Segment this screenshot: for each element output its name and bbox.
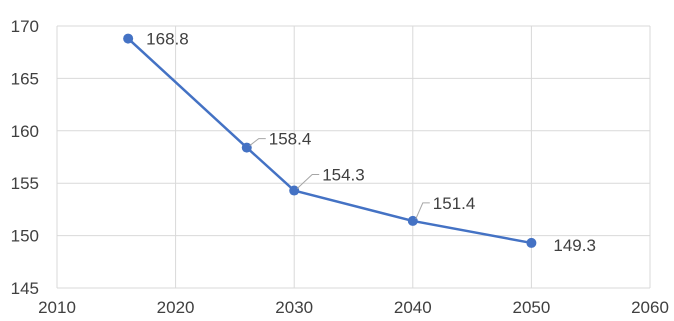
x-tick-label: 2030 — [275, 298, 313, 317]
data-point — [526, 237, 537, 248]
data-label: 149.3 — [553, 236, 596, 255]
data-label: 168.8 — [146, 30, 189, 49]
x-tick-label: 2040 — [394, 298, 432, 317]
x-axis-ticks: 2010 2020 2030 2040 2050 2060 — [38, 298, 669, 317]
x-tick-label: 2060 — [631, 298, 669, 317]
data-label: 154.3 — [322, 166, 365, 185]
data-label-leader — [415, 202, 430, 220]
x-tick-label: 2050 — [512, 298, 550, 317]
gridlines — [56, 25, 651, 289]
x-tick-label: 2020 — [157, 298, 195, 317]
data-label: 158.4 — [269, 130, 312, 149]
data-label: 151.4 — [433, 194, 476, 213]
y-tick-label: 150 — [11, 227, 39, 246]
data-labels: 168.8 158.4 154.3 151.4 149.3 — [146, 30, 596, 255]
y-axis-ticks: 145 150 155 160 165 170 — [11, 17, 39, 298]
y-tick-label: 145 — [11, 279, 39, 298]
y-tick-label: 160 — [11, 122, 39, 141]
data-label-leader — [296, 174, 320, 189]
x-tick-label: 2010 — [38, 298, 76, 317]
data-point — [123, 33, 134, 44]
data-points — [123, 33, 537, 248]
data-point — [289, 185, 300, 196]
data-point — [241, 142, 252, 153]
data-label-leader — [249, 138, 266, 146]
y-tick-label: 165 — [11, 69, 39, 88]
y-tick-label: 170 — [11, 17, 39, 36]
y-tick-label: 155 — [11, 174, 39, 193]
data-point — [407, 215, 418, 226]
